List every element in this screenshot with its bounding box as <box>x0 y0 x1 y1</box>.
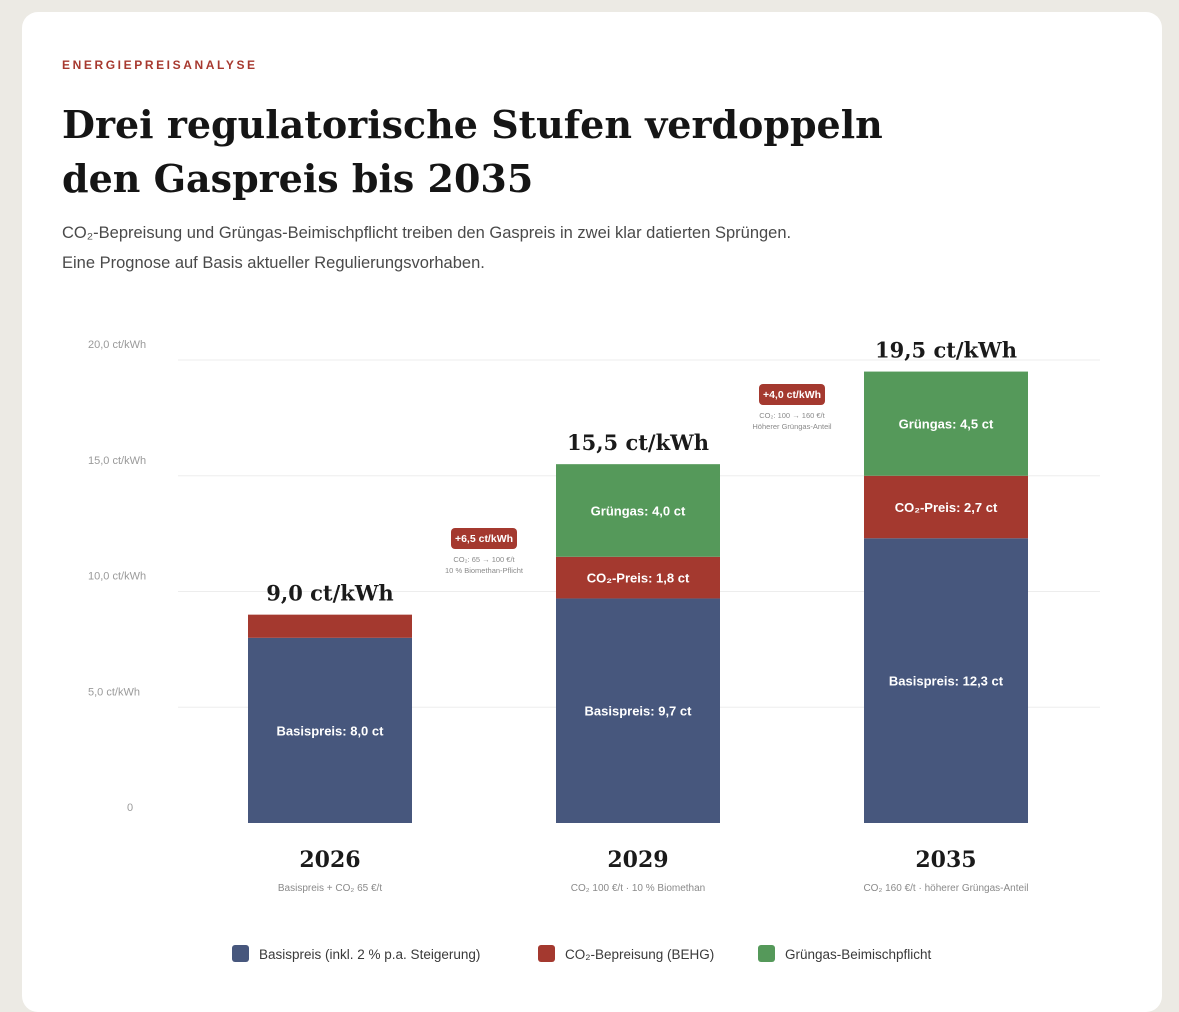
segment-label: CO₂-Preis: 2,7 ct <box>895 500 998 515</box>
segment-label: Basispreis: 12,3 ct <box>889 674 1004 689</box>
y-tick-label: 10,0 ct/kWh <box>88 571 146 583</box>
bar-total-label: 9,0 ct/kWh <box>266 581 393 606</box>
segment-label: CO₂-Preis: 1,8 ct <box>587 571 690 586</box>
eyebrow-label: ENERGIEPREISANALYSE <box>62 58 258 72</box>
bar-segment-co2 <box>248 614 412 638</box>
x-category-note: CO₂ 100 €/t · 10 % Biomethan <box>571 883 706 894</box>
chart-title: Drei regulatorische Stufen verdoppeln de… <box>62 102 883 201</box>
delta-note: 10 % Biomethan-Pflicht <box>445 566 524 575</box>
legend-swatch-basis <box>232 945 249 962</box>
delta-badge-label: +6,5 ct/kWh <box>455 533 513 545</box>
bar-segment-gruengas <box>864 371 1028 476</box>
bar-segment-basis <box>248 637 412 823</box>
segment-label: Basispreis: 8,0 ct <box>277 723 385 738</box>
y-tick-label: 0 <box>127 802 133 814</box>
legend-label-gruengas: Grüngas-Beimischpflicht <box>785 947 932 962</box>
segment-label: Grüngas: 4,0 ct <box>591 503 686 518</box>
bar-total-label: 19,5 ct/kWh <box>875 338 1017 363</box>
legend-label-basis: Basispreis (inkl. 2 % p.a. Steigerung) <box>259 947 480 962</box>
y-tick-label: 15,0 ct/kWh <box>88 455 146 467</box>
legend-label-co2: CO₂-Bepreisung (BEHG) <box>565 947 714 962</box>
delta-badge-label: +4,0 ct/kWh <box>763 389 821 401</box>
x-category-label: 2029 <box>607 847 668 873</box>
bar-segment-co2 <box>864 475 1028 539</box>
bar-segment-basis <box>556 598 720 823</box>
delta-note: CO₂: 65 → 100 €/t <box>453 555 515 564</box>
x-category-label: 2035 <box>915 847 976 873</box>
y-tick-label: 5,0 ct/kWh <box>88 686 140 698</box>
delta-badge <box>451 528 517 549</box>
delta-note: CO₂: 100 → 160 €/t <box>759 411 825 420</box>
bar-segment-co2 <box>556 556 720 599</box>
y-tick-label: 20,0 ct/kWh <box>88 339 146 351</box>
x-category-label: 2026 <box>299 847 360 873</box>
bar-segment-gruengas <box>556 464 720 557</box>
chart-subtitle: CO₂-Bepreisung und Grüngas-Beimischpflic… <box>62 224 792 272</box>
bar-segment-basis <box>864 538 1028 823</box>
x-category-note: CO₂ 160 €/t · höherer Grüngas-Anteil <box>863 883 1028 894</box>
segment-label: Basispreis: 9,7 ct <box>585 704 693 719</box>
legend-swatch-gruengas <box>758 945 775 962</box>
delta-badge <box>759 384 825 405</box>
bar-total-label: 15,5 ct/kWh <box>567 430 709 455</box>
segment-label: Grüngas: 4,5 ct <box>899 417 994 432</box>
delta-note: Höherer Grüngas-Anteil <box>752 422 832 431</box>
x-category-note: Basispreis + CO₂ 65 €/t <box>278 883 382 894</box>
legend-swatch-co2 <box>538 945 555 962</box>
